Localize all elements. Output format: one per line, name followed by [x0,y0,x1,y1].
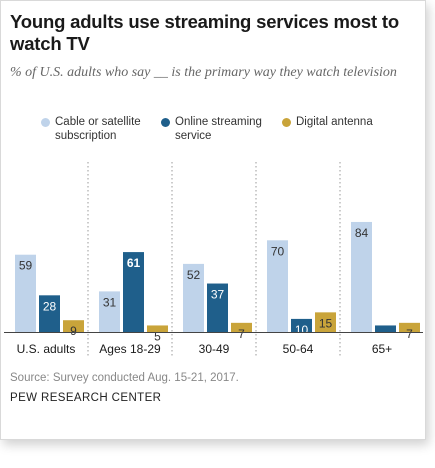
category-label-30-49: 30-49 [199,342,230,356]
legend-swatch-antenna [282,118,291,127]
category-label-50-64: 50-64 [283,342,314,356]
data-label-digital-antenna-50-64: 15 [319,316,333,330]
bar-online-streaming-service-50-64 [291,318,312,332]
data-label-cable-or-satellite-subscription-30-49: 52 [187,268,201,282]
data-label-digital-antenna-30-49: 7 [238,327,245,341]
data-label-online-streaming-service-50-64: 10 [295,323,309,337]
data-label-online-streaming-service-u-s-adults: 28 [43,299,57,313]
bar-online-streaming-service-u-s-adults [39,295,60,332]
legend-item-cable: Cable or satellite subscription [41,115,175,143]
legend-label-antenna: Digital antenna [296,116,373,128]
bar-digital-antenna-50-64 [315,312,336,332]
bar-digital-antenna-30-49 [231,322,252,332]
chart-legend: Cable or satellite subscription Online s… [1,115,425,155]
bar-digital-antenna-u-s-adults [63,320,84,332]
bar-cable-or-satellite-subscription-u-s-adults [15,254,36,332]
chart-title: Young adults use streaming services most… [10,11,399,54]
data-label-online-streaming-service-ages-18-29: 61 [127,256,141,270]
legend-label-streaming: Online streaming service [175,116,262,142]
data-label-digital-antenna-ages-18-29: 5 [154,329,161,343]
data-label-online-streaming-service-65: 5 [382,329,389,343]
bar-online-streaming-service-65 [375,325,396,332]
category-label-ages-18-29: Ages 18-29 [99,342,161,356]
legend-item-antenna: Digital antenna [282,115,416,129]
chart-card: Young adults use streaming services most… [0,0,426,440]
data-label-cable-or-satellite-subscription-ages-18-29: 31 [103,295,117,309]
data-label-digital-antenna-65: 7 [406,327,413,341]
data-label-cable-or-satellite-subscription-65: 84 [355,226,369,240]
bar-cable-or-satellite-subscription-50-64 [267,240,288,332]
source-note: Source: Survey conducted Aug. 15-21, 201… [10,372,239,384]
category-label-65: 65+ [372,342,392,356]
legend-swatch-streaming [161,118,170,127]
bar-digital-antenna-ages-18-29 [147,325,168,332]
bar-cable-or-satellite-subscription-30-49 [183,263,204,332]
data-label-cable-or-satellite-subscription-50-64: 70 [271,244,285,258]
organization-name: PEW RESEARCH CENTER [10,392,162,404]
data-label-cable-or-satellite-subscription-u-s-adults: 59 [19,259,33,273]
chart-subtitle: % of U.S. adults who say __ is the prima… [10,65,397,80]
legend-swatch-cable [41,118,50,127]
bar-digital-antenna-65 [399,322,420,332]
bar-online-streaming-service-ages-18-29 [123,252,144,332]
data-label-online-streaming-service-30-49: 37 [211,288,225,302]
category-label-u-s-adults: U.S. adults [17,342,76,356]
bar-cable-or-satellite-subscription-65 [351,221,372,332]
legend-item-streaming: Online streaming service [161,115,285,143]
bar-cable-or-satellite-subscription-ages-18-29 [99,291,120,332]
legend-label-cable: Cable or satellite subscription [55,116,141,142]
bar-online-streaming-service-30-49 [207,283,228,332]
data-label-digital-antenna-u-s-adults: 9 [70,324,77,338]
